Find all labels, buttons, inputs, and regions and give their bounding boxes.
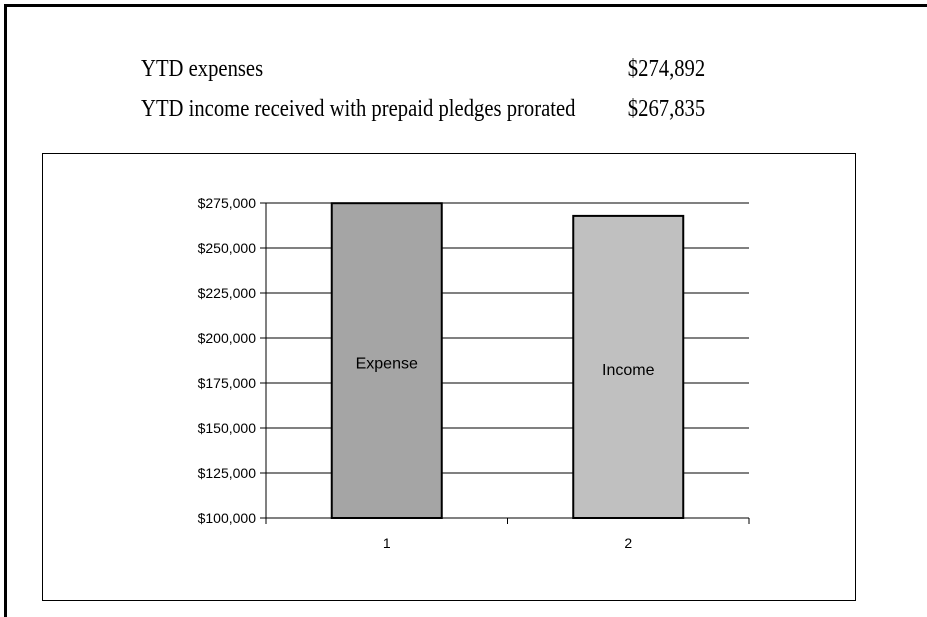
expenses-value: $274,892 [627, 56, 706, 82]
bar-expense [330, 202, 443, 520]
bar-label: Expense [356, 356, 418, 373]
expenses-label: YTD expenses [141, 56, 264, 82]
labels: $100,000 $125,000 $150,000 $175,000 $200,000… [198, 195, 655, 551]
income-label: YTD income received with prepaid pledges… [141, 96, 576, 122]
bars [330, 202, 685, 520]
y-tick-label: $225,000 [198, 285, 257, 301]
y-tick-label: $175,000 [198, 375, 257, 391]
x-tick-label: 2 [624, 535, 632, 551]
bar-label: Income [602, 362, 655, 379]
y-tick-label: $250,000 [198, 240, 257, 256]
chart-area: $100,000 $125,000 $150,000 $175,000 $200,000… [42, 153, 856, 601]
x-tick-label: 1 [383, 535, 391, 551]
axes [260, 202, 750, 524]
y-tick-label: $125,000 [198, 465, 257, 481]
bar-chart: $100,000 $125,000 $150,000 $175,000 $200,000… [198, 195, 750, 551]
y-tick-label: $275,000 [198, 195, 257, 211]
y-tick-label: $100,000 [198, 510, 257, 526]
y-tick-label: $200,000 [198, 330, 257, 346]
bar-income [572, 214, 685, 519]
y-tick-label: $150,000 [198, 420, 257, 436]
page-frame [4, 4, 927, 617]
income-value: $267,835 [627, 96, 706, 122]
